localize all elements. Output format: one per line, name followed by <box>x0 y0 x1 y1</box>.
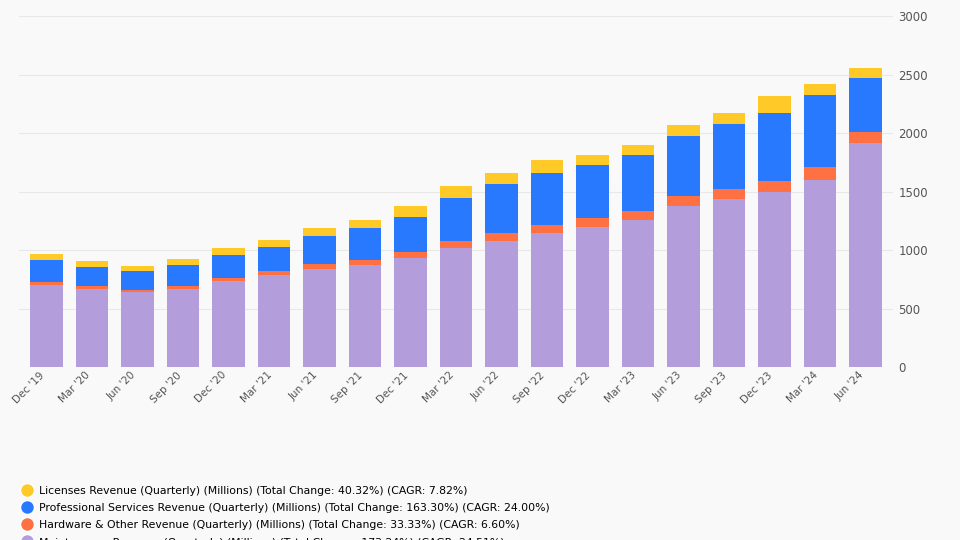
Bar <box>758 96 791 113</box>
Bar <box>804 180 836 367</box>
Bar <box>440 198 472 241</box>
Bar <box>804 167 836 180</box>
Bar <box>712 199 745 367</box>
Bar <box>667 206 700 367</box>
Bar <box>667 136 700 197</box>
Bar <box>440 248 472 367</box>
Bar <box>30 282 62 285</box>
Bar <box>121 292 154 367</box>
Bar <box>303 269 336 367</box>
Bar <box>303 236 336 265</box>
Bar <box>30 260 62 282</box>
Bar <box>576 154 609 165</box>
Bar <box>758 113 791 180</box>
Bar <box>167 286 200 289</box>
Bar <box>257 275 290 367</box>
Bar <box>212 255 245 278</box>
Bar <box>303 228 336 236</box>
Bar <box>167 259 200 265</box>
Bar <box>531 225 564 233</box>
Bar <box>531 173 564 225</box>
Bar <box>849 68 882 78</box>
Bar <box>167 265 200 286</box>
Bar <box>622 220 655 367</box>
Bar <box>804 84 836 94</box>
Bar <box>121 290 154 292</box>
Bar <box>804 94 836 167</box>
Bar <box>76 289 108 367</box>
Bar <box>712 124 745 189</box>
Legend: Licenses Revenue (Quarterly) (Millions) (Total Change: 40.32%) (CAGR: 7.82%), Pr: Licenses Revenue (Quarterly) (Millions) … <box>25 485 549 540</box>
Bar <box>76 286 108 289</box>
Bar <box>395 258 427 367</box>
Bar <box>121 271 154 290</box>
Bar <box>395 217 427 252</box>
Bar <box>30 285 62 367</box>
Bar <box>257 272 290 275</box>
Bar <box>667 125 700 136</box>
Bar <box>348 260 381 265</box>
Bar <box>303 265 336 269</box>
Bar <box>576 227 609 367</box>
Bar <box>849 78 882 132</box>
Bar <box>212 281 245 367</box>
Bar <box>667 197 700 206</box>
Bar <box>485 184 517 233</box>
Bar <box>348 220 381 228</box>
Bar <box>849 132 882 143</box>
Bar <box>30 254 62 260</box>
Bar <box>485 233 517 241</box>
Bar <box>758 180 791 192</box>
Bar <box>485 241 517 367</box>
Bar <box>849 143 882 367</box>
Bar <box>622 156 655 211</box>
Bar <box>712 113 745 124</box>
Bar <box>121 266 154 271</box>
Bar <box>76 261 108 267</box>
Bar <box>167 289 200 367</box>
Bar <box>485 173 517 184</box>
Bar <box>212 278 245 281</box>
Bar <box>622 211 655 220</box>
Bar <box>212 248 245 255</box>
Bar <box>440 186 472 198</box>
Bar <box>758 192 791 367</box>
Bar <box>531 233 564 367</box>
Bar <box>257 247 290 272</box>
Bar <box>531 160 564 173</box>
Bar <box>576 165 609 218</box>
Bar <box>712 189 745 199</box>
Bar <box>348 265 381 367</box>
Bar <box>440 241 472 248</box>
Bar <box>622 145 655 156</box>
Bar <box>395 252 427 258</box>
Bar <box>395 206 427 217</box>
Bar <box>348 228 381 260</box>
Bar <box>576 218 609 227</box>
Bar <box>257 240 290 247</box>
Bar <box>76 267 108 286</box>
